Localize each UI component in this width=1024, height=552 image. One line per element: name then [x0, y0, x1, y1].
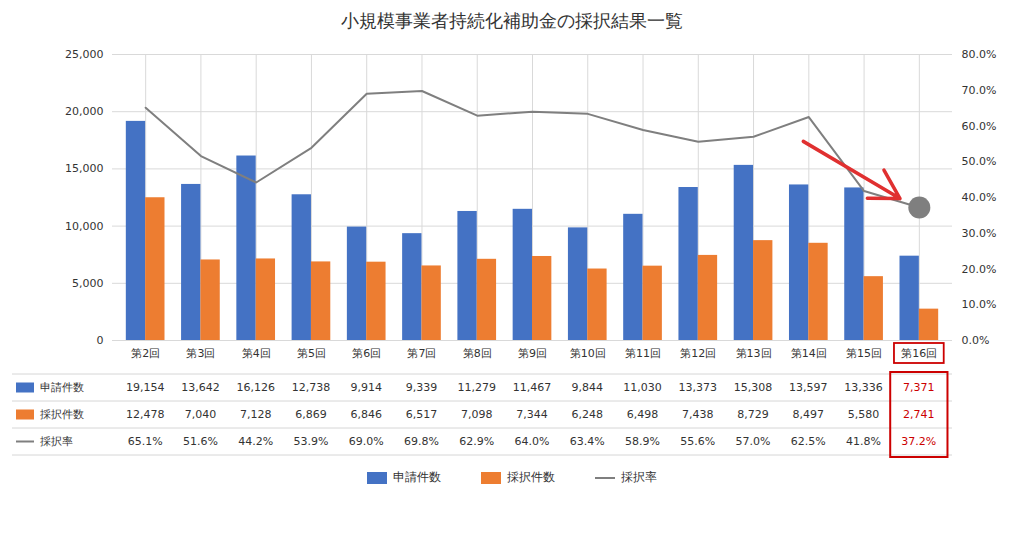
- svg-text:62.5%: 62.5%: [791, 435, 826, 448]
- svg-text:60.0%: 60.0%: [962, 120, 997, 133]
- svg-text:採択率: 採択率: [40, 435, 73, 448]
- svg-text:第16回: 第16回: [901, 347, 937, 360]
- html-text:小規模事業者持続化補助金の採択結果一覧: 小規模事業者持続化補助金の採択結果一覧: [341, 10, 683, 31]
- svg-text:採択件数: 採択件数: [40, 408, 84, 421]
- svg-text:第4回: 第4回: [242, 347, 271, 360]
- svg-text:11,030: 11,030: [623, 381, 662, 394]
- svg-text:6,498: 6,498: [627, 408, 659, 421]
- svg-text:6,869: 6,869: [295, 408, 327, 421]
- svg-text:第13回: 第13回: [736, 347, 772, 360]
- svg-text:9,844: 9,844: [572, 381, 604, 394]
- svg-text:19,154: 19,154: [126, 381, 165, 394]
- svg-text:13,597: 13,597: [789, 381, 828, 394]
- svg-text:7,438: 7,438: [682, 408, 714, 421]
- svg-text:第15回: 第15回: [846, 347, 882, 360]
- svg-text:20.0%: 20.0%: [962, 263, 997, 276]
- svg-text:7,344: 7,344: [516, 408, 548, 421]
- svg-text:7,128: 7,128: [240, 408, 272, 421]
- svg-text:11,279: 11,279: [457, 381, 496, 394]
- svg-text:8,729: 8,729: [737, 408, 769, 421]
- svg-text:13,373: 13,373: [679, 381, 718, 394]
- svg-text:6,248: 6,248: [572, 408, 604, 421]
- svg-text:8,497: 8,497: [793, 408, 825, 421]
- svg-text:7,371: 7,371: [903, 381, 935, 394]
- svg-text:第8回: 第8回: [463, 347, 492, 360]
- svg-text:2,741: 2,741: [903, 408, 935, 421]
- svg-text:57.0%: 57.0%: [736, 435, 771, 448]
- svg-text:0: 0: [97, 334, 104, 347]
- svg-text:第10回: 第10回: [570, 347, 606, 360]
- svg-text:6,517: 6,517: [406, 408, 438, 421]
- svg-text:第12回: 第12回: [680, 347, 716, 360]
- svg-text:12,738: 12,738: [292, 381, 331, 394]
- svg-text:10,000: 10,000: [65, 220, 104, 233]
- svg-text:第7回: 第7回: [407, 347, 436, 360]
- svg-text:25,000: 25,000: [65, 48, 104, 61]
- svg-text:13,336: 13,336: [844, 381, 883, 394]
- svg-text:16,126: 16,126: [236, 381, 275, 394]
- svg-text:64.0%: 64.0%: [515, 435, 550, 448]
- svg-text:53.9%: 53.9%: [293, 435, 328, 448]
- html-text:採択率: 採択率: [621, 470, 657, 484]
- svg-text:7,098: 7,098: [461, 408, 493, 421]
- html-text:申請件数: 申請件数: [393, 470, 441, 484]
- svg-text:申請件数: 申請件数: [40, 381, 84, 394]
- svg-text:50.0%: 50.0%: [962, 155, 997, 168]
- svg-text:5,580: 5,580: [848, 408, 880, 421]
- svg-text:55.6%: 55.6%: [680, 435, 715, 448]
- svg-text:12,478: 12,478: [126, 408, 165, 421]
- svg-text:80.0%: 80.0%: [962, 48, 997, 61]
- svg-text:69.0%: 69.0%: [349, 435, 384, 448]
- svg-text:5,000: 5,000: [72, 277, 104, 290]
- svg-text:9,914: 9,914: [350, 381, 382, 394]
- svg-text:37.2%: 37.2%: [901, 435, 936, 448]
- svg-text:62.9%: 62.9%: [459, 435, 494, 448]
- svg-text:7,040: 7,040: [185, 408, 217, 421]
- svg-text:69.8%: 69.8%: [404, 435, 439, 448]
- svg-text:40.0%: 40.0%: [962, 191, 997, 204]
- svg-text:第9回: 第9回: [518, 347, 547, 360]
- svg-text:20,000: 20,000: [65, 105, 104, 118]
- svg-text:41.8%: 41.8%: [846, 435, 881, 448]
- svg-text:11,467: 11,467: [513, 381, 552, 394]
- svg-text:65.1%: 65.1%: [128, 435, 163, 448]
- svg-text:6,846: 6,846: [350, 408, 382, 421]
- svg-text:63.4%: 63.4%: [570, 435, 605, 448]
- svg-text:第6回: 第6回: [352, 347, 381, 360]
- svg-text:9,339: 9,339: [406, 381, 438, 394]
- svg-text:15,308: 15,308: [734, 381, 773, 394]
- svg-text:第5回: 第5回: [297, 347, 326, 360]
- svg-text:0.0%: 0.0%: [962, 334, 990, 347]
- svg-text:51.6%: 51.6%: [183, 435, 218, 448]
- svg-text:15,000: 15,000: [65, 162, 104, 175]
- svg-text:58.9%: 58.9%: [625, 435, 660, 448]
- svg-text:70.0%: 70.0%: [962, 84, 997, 97]
- svg-text:13,642: 13,642: [181, 381, 220, 394]
- svg-text:第3回: 第3回: [186, 347, 215, 360]
- html-text:採択件数: 採択件数: [507, 470, 555, 484]
- svg-text:第11回: 第11回: [625, 347, 661, 360]
- svg-text:10.0%: 10.0%: [962, 298, 997, 311]
- svg-text:30.0%: 30.0%: [962, 227, 997, 240]
- svg-text:44.2%: 44.2%: [238, 435, 273, 448]
- svg-text:第2回: 第2回: [131, 347, 160, 360]
- svg-text:第14回: 第14回: [791, 347, 827, 360]
